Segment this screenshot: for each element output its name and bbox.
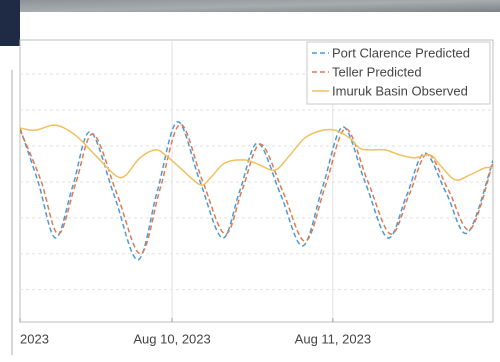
legend-label: Port Clarence Predicted xyxy=(332,45,470,60)
legend-label: Imuruk Basin Observed xyxy=(332,83,468,98)
page: {"chart_data": {"type": "line", "xlim": … xyxy=(0,0,500,362)
map-strip xyxy=(20,0,500,12)
x-tick-label: Aug 11, 2023 xyxy=(295,331,371,346)
x-tick-label: 2023 xyxy=(20,331,49,346)
chart: 2023 Aug 10, 2023 Aug 11, 2023 Port Clarenc… xyxy=(0,0,500,362)
side-panel xyxy=(0,0,20,46)
legend-label: Teller Predicted xyxy=(332,64,422,79)
x-tick-label: Aug 10, 2023 xyxy=(133,331,210,346)
